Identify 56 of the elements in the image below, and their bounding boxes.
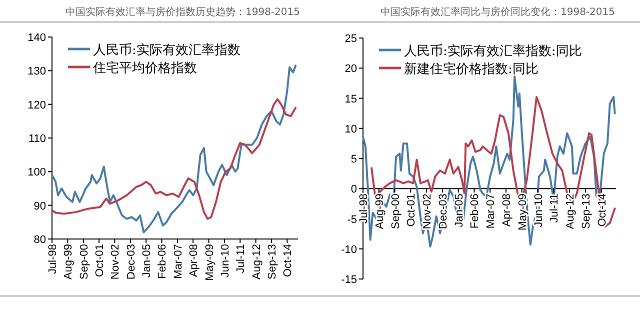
x-tick-label: Jul-98 — [358, 194, 370, 224]
line-series — [51, 98, 297, 220]
x-tick-label: Jan-05 — [453, 194, 466, 228]
x-tick-label: Oct-14 — [596, 194, 608, 227]
y-tick-label: 100 — [28, 166, 46, 179]
y-tick-label: -15 — [341, 274, 357, 286]
y-tick-label: -5 — [347, 214, 357, 226]
x-tick-label: Oct-01 — [406, 194, 418, 227]
legend-label: 人民币:实际有效汇率指数 — [93, 42, 240, 58]
y-tick-label: 120 — [28, 99, 46, 112]
x-tick-label: Apr-08 — [501, 194, 513, 227]
legend-label: 新建住宅价格指数:同比 — [404, 61, 538, 77]
y-tick-label: 20 — [344, 63, 357, 76]
line-series — [370, 96, 616, 228]
y-tick-label: 25 — [344, 33, 357, 45]
x-tick-label: Feb-06 — [469, 194, 482, 228]
x-tick-label: Oct-14 — [282, 244, 294, 278]
x-tick-label: Mar-07 — [172, 244, 184, 279]
y-tick-label: 140 — [28, 32, 46, 44]
x-tick-label: Jul-11 — [235, 244, 248, 274]
x-tick-label: Sep-00 — [390, 194, 402, 230]
x-tick-label: Sep-00 — [78, 244, 90, 280]
x-tick-label: Oct-01 — [94, 244, 106, 278]
y-tick-label: 15 — [344, 93, 357, 106]
x-tick-label: Feb-06 — [156, 244, 169, 279]
y-tick-label: 130 — [28, 66, 46, 78]
x-tick-label: Aug-99 — [62, 244, 75, 280]
y-tick-label: 0 — [350, 184, 357, 196]
x-tick-label: Aug-12 — [250, 244, 263, 280]
x-tick-label: Aug-12 — [564, 194, 577, 230]
x-tick-label: Jul-11 — [548, 194, 561, 223]
x-tick-label: Apr-08 — [188, 244, 200, 278]
legend-label: 住宅平均价格指数 — [92, 60, 197, 76]
x-tick-label: Jun-10 — [532, 194, 545, 228]
chart-title: 中国实际有效汇率同比与房价同比变化：1998-2015 — [380, 6, 615, 18]
x-tick-label: Mar-07 — [485, 194, 498, 228]
y-tick-label: -10 — [341, 244, 357, 256]
x-tick-label: Nov-02 — [422, 194, 434, 230]
x-tick-label: Dec-03 — [437, 194, 450, 230]
x-tick-label: Dec-03 — [125, 244, 138, 280]
x-tick-label: Sep-13 — [266, 244, 278, 280]
y-tick-label: 80 — [34, 234, 46, 246]
chart-title: 中国实际有效汇率与房价指数历史趋势：1998-2015 — [65, 6, 300, 18]
legend-label: 人民币:实际有效汇率指数:同比 — [404, 43, 582, 59]
y-tick-label: 10 — [344, 123, 357, 136]
x-tick-label: Sep-13 — [580, 194, 592, 230]
x-tick-label: Nov-02 — [110, 244, 122, 280]
x-tick-label: Jul-98 — [47, 244, 59, 274]
y-tick-label: 90 — [34, 200, 46, 212]
y-tick-label: 5 — [350, 154, 357, 166]
x-tick-label: Aug-99 — [374, 194, 386, 230]
x-tick-label: May-09 — [516, 194, 529, 230]
x-tick-label: Jun-10 — [219, 244, 232, 278]
x-tick-label: Jan-05 — [141, 244, 154, 278]
x-tick-label: May-09 — [204, 244, 216, 281]
y-tick-label: 110 — [28, 133, 46, 145]
